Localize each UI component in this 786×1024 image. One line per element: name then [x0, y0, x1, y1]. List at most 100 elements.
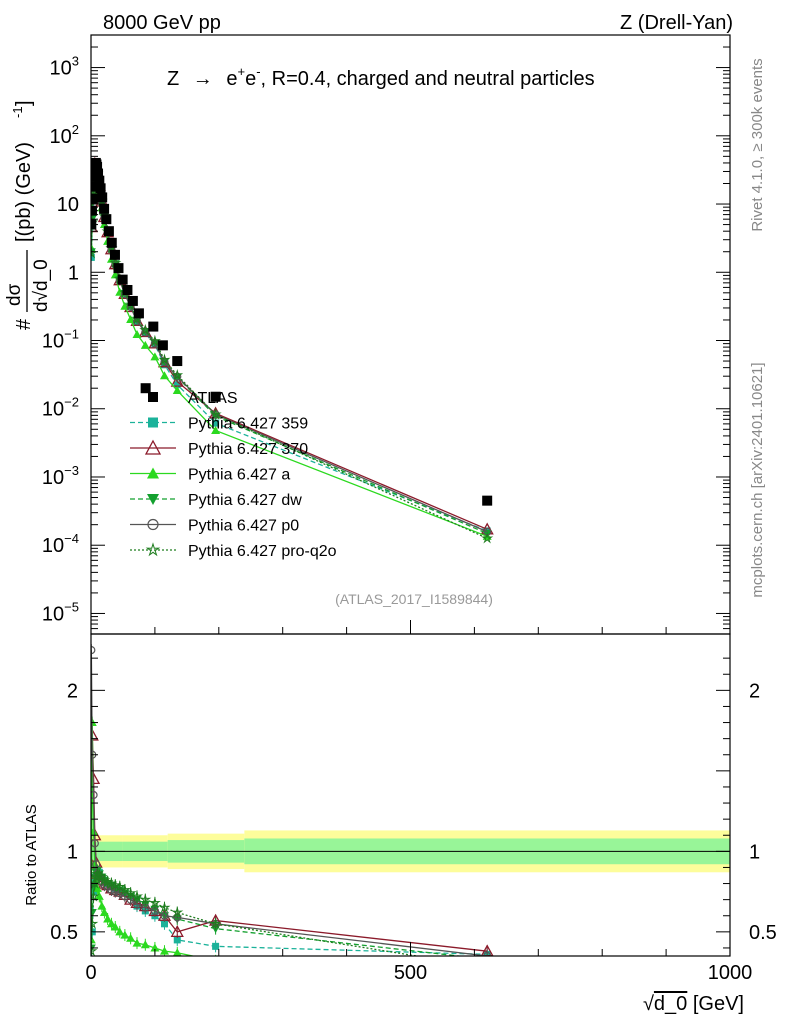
marker-triangle [120, 930, 130, 939]
marker-triangle-open [124, 300, 138, 313]
frame-upper [90, 34, 731, 635]
frame-lower [90, 633, 731, 957]
y-tick-label-lower: 0.5 [50, 922, 78, 944]
y-tick-label-lower-right: 1 [749, 841, 760, 863]
marker-star [148, 334, 161, 347]
marker-star [91, 917, 99, 929]
marker-triangle [140, 940, 150, 949]
marker-triangle [172, 948, 182, 956]
marker-triangle [99, 908, 109, 917]
marker-star [91, 877, 101, 889]
marker-triangle [211, 425, 221, 434]
atlas-data [91, 157, 493, 506]
svg-text:dσ: dσ [4, 283, 25, 306]
y-tick-label-upper: 10−5 [42, 599, 79, 625]
y-tick-label-lower-right: 0.5 [749, 922, 777, 944]
marker-star [124, 886, 137, 899]
marker-triangle-down [147, 494, 159, 505]
marker-triangle [159, 946, 169, 955]
marker-circle-open [173, 372, 182, 381]
marker-triangle [103, 914, 113, 923]
marker-square [103, 226, 114, 237]
marker-square [109, 249, 120, 260]
marker-star [148, 896, 161, 909]
marker-star [171, 906, 184, 918]
marker-star [139, 893, 152, 905]
marker-square [140, 383, 151, 394]
marker-triangle [97, 901, 107, 910]
marker-square [106, 237, 117, 248]
legend-label: Pythia 6.427 pro-q2o [188, 543, 337, 560]
marker-square [172, 356, 183, 367]
y-tick-label-upper: 1 [68, 262, 79, 284]
header-left: 8000 GeV pp [103, 12, 221, 34]
marker-square [99, 203, 110, 214]
marker-triangle [126, 933, 136, 942]
svg-text:[(pb) (GeV): [(pb) (GeV) [13, 142, 35, 242]
y-axis-label-upper: # dσ d√d_0 [(pb) (GeV) -1 ] [4, 100, 52, 330]
marker-star [91, 890, 100, 902]
marker-star [171, 368, 184, 381]
marker-square [160, 920, 168, 928]
marker-square [148, 392, 158, 402]
marker-triangle [159, 371, 169, 380]
marker-star [118, 883, 131, 896]
svg-text:#: # [13, 318, 35, 330]
marker-square [212, 419, 220, 427]
upper-panel: 10−5 10−4 10−3 10−2 10−1 1 10 102 103 [42, 34, 731, 635]
marker-triangle [147, 467, 159, 479]
marker-triangle-open [170, 925, 184, 937]
marker-circle-open [147, 518, 159, 531]
y-tick-label-lower: 1 [67, 841, 78, 863]
marker-triangle [132, 329, 142, 338]
marker-triangle [140, 340, 150, 349]
chart-title: Z → e+e-, R=0.4, charged and neutral par… [167, 64, 595, 90]
legend-label: Pythia 6.427 dw [188, 492, 302, 509]
marker-square [92, 161, 103, 172]
marker-star [158, 901, 171, 913]
x-tick-label: 500 [394, 962, 427, 984]
svg-text:]: ] [13, 100, 35, 106]
marker-square [93, 168, 104, 179]
marker-triangle-open [148, 336, 162, 349]
marker-square [95, 183, 106, 194]
mc-line-lower-4 [91, 650, 488, 956]
marker-triangle [110, 922, 120, 931]
legend-label-atlas: ATLAS [188, 390, 238, 407]
marker-triangle [172, 386, 182, 395]
x-tick-label: 0 [85, 962, 96, 984]
marker-circle-open [141, 328, 150, 337]
marker-square [127, 295, 138, 306]
marker-square [113, 263, 124, 274]
marker-star [109, 878, 122, 891]
marker-square [91, 253, 95, 261]
lower-panel: 0.5 0.5 1 1 2 2 0 500 1000 [50, 620, 777, 984]
header-right: Z (Drell-Yan) [620, 12, 733, 34]
marker-triangle [483, 960, 492, 968]
marker-square [157, 340, 168, 351]
marker-square [212, 942, 220, 950]
mc-curves-upper [91, 156, 494, 544]
marker-triangle-open [144, 439, 162, 455]
marker-square [148, 321, 159, 332]
marker-star [209, 407, 222, 420]
marker-square [97, 192, 108, 203]
y-tick-label-upper: 10 [57, 194, 79, 216]
marker-triangle [211, 956, 220, 964]
y-tick-label-upper: 103 [50, 54, 79, 80]
marker-triangle [132, 938, 142, 947]
marker-triangle [115, 287, 125, 296]
marker-circle-open [483, 951, 492, 956]
marker-square [91, 193, 98, 204]
marker-triangle [106, 919, 116, 928]
marker-star [483, 963, 492, 971]
marker-square [173, 936, 181, 944]
rivet-label: Rivet 4.1.0, ≥ 300k events [749, 58, 766, 231]
legend-label: Pythia 6.427 a [188, 467, 290, 484]
marker-triangle [150, 943, 160, 952]
x-axis-label: √d_0 [GeV] [643, 993, 744, 1015]
marker-square [133, 308, 144, 319]
y-tick-label-lower: 2 [67, 680, 78, 702]
marker-square [94, 175, 105, 186]
